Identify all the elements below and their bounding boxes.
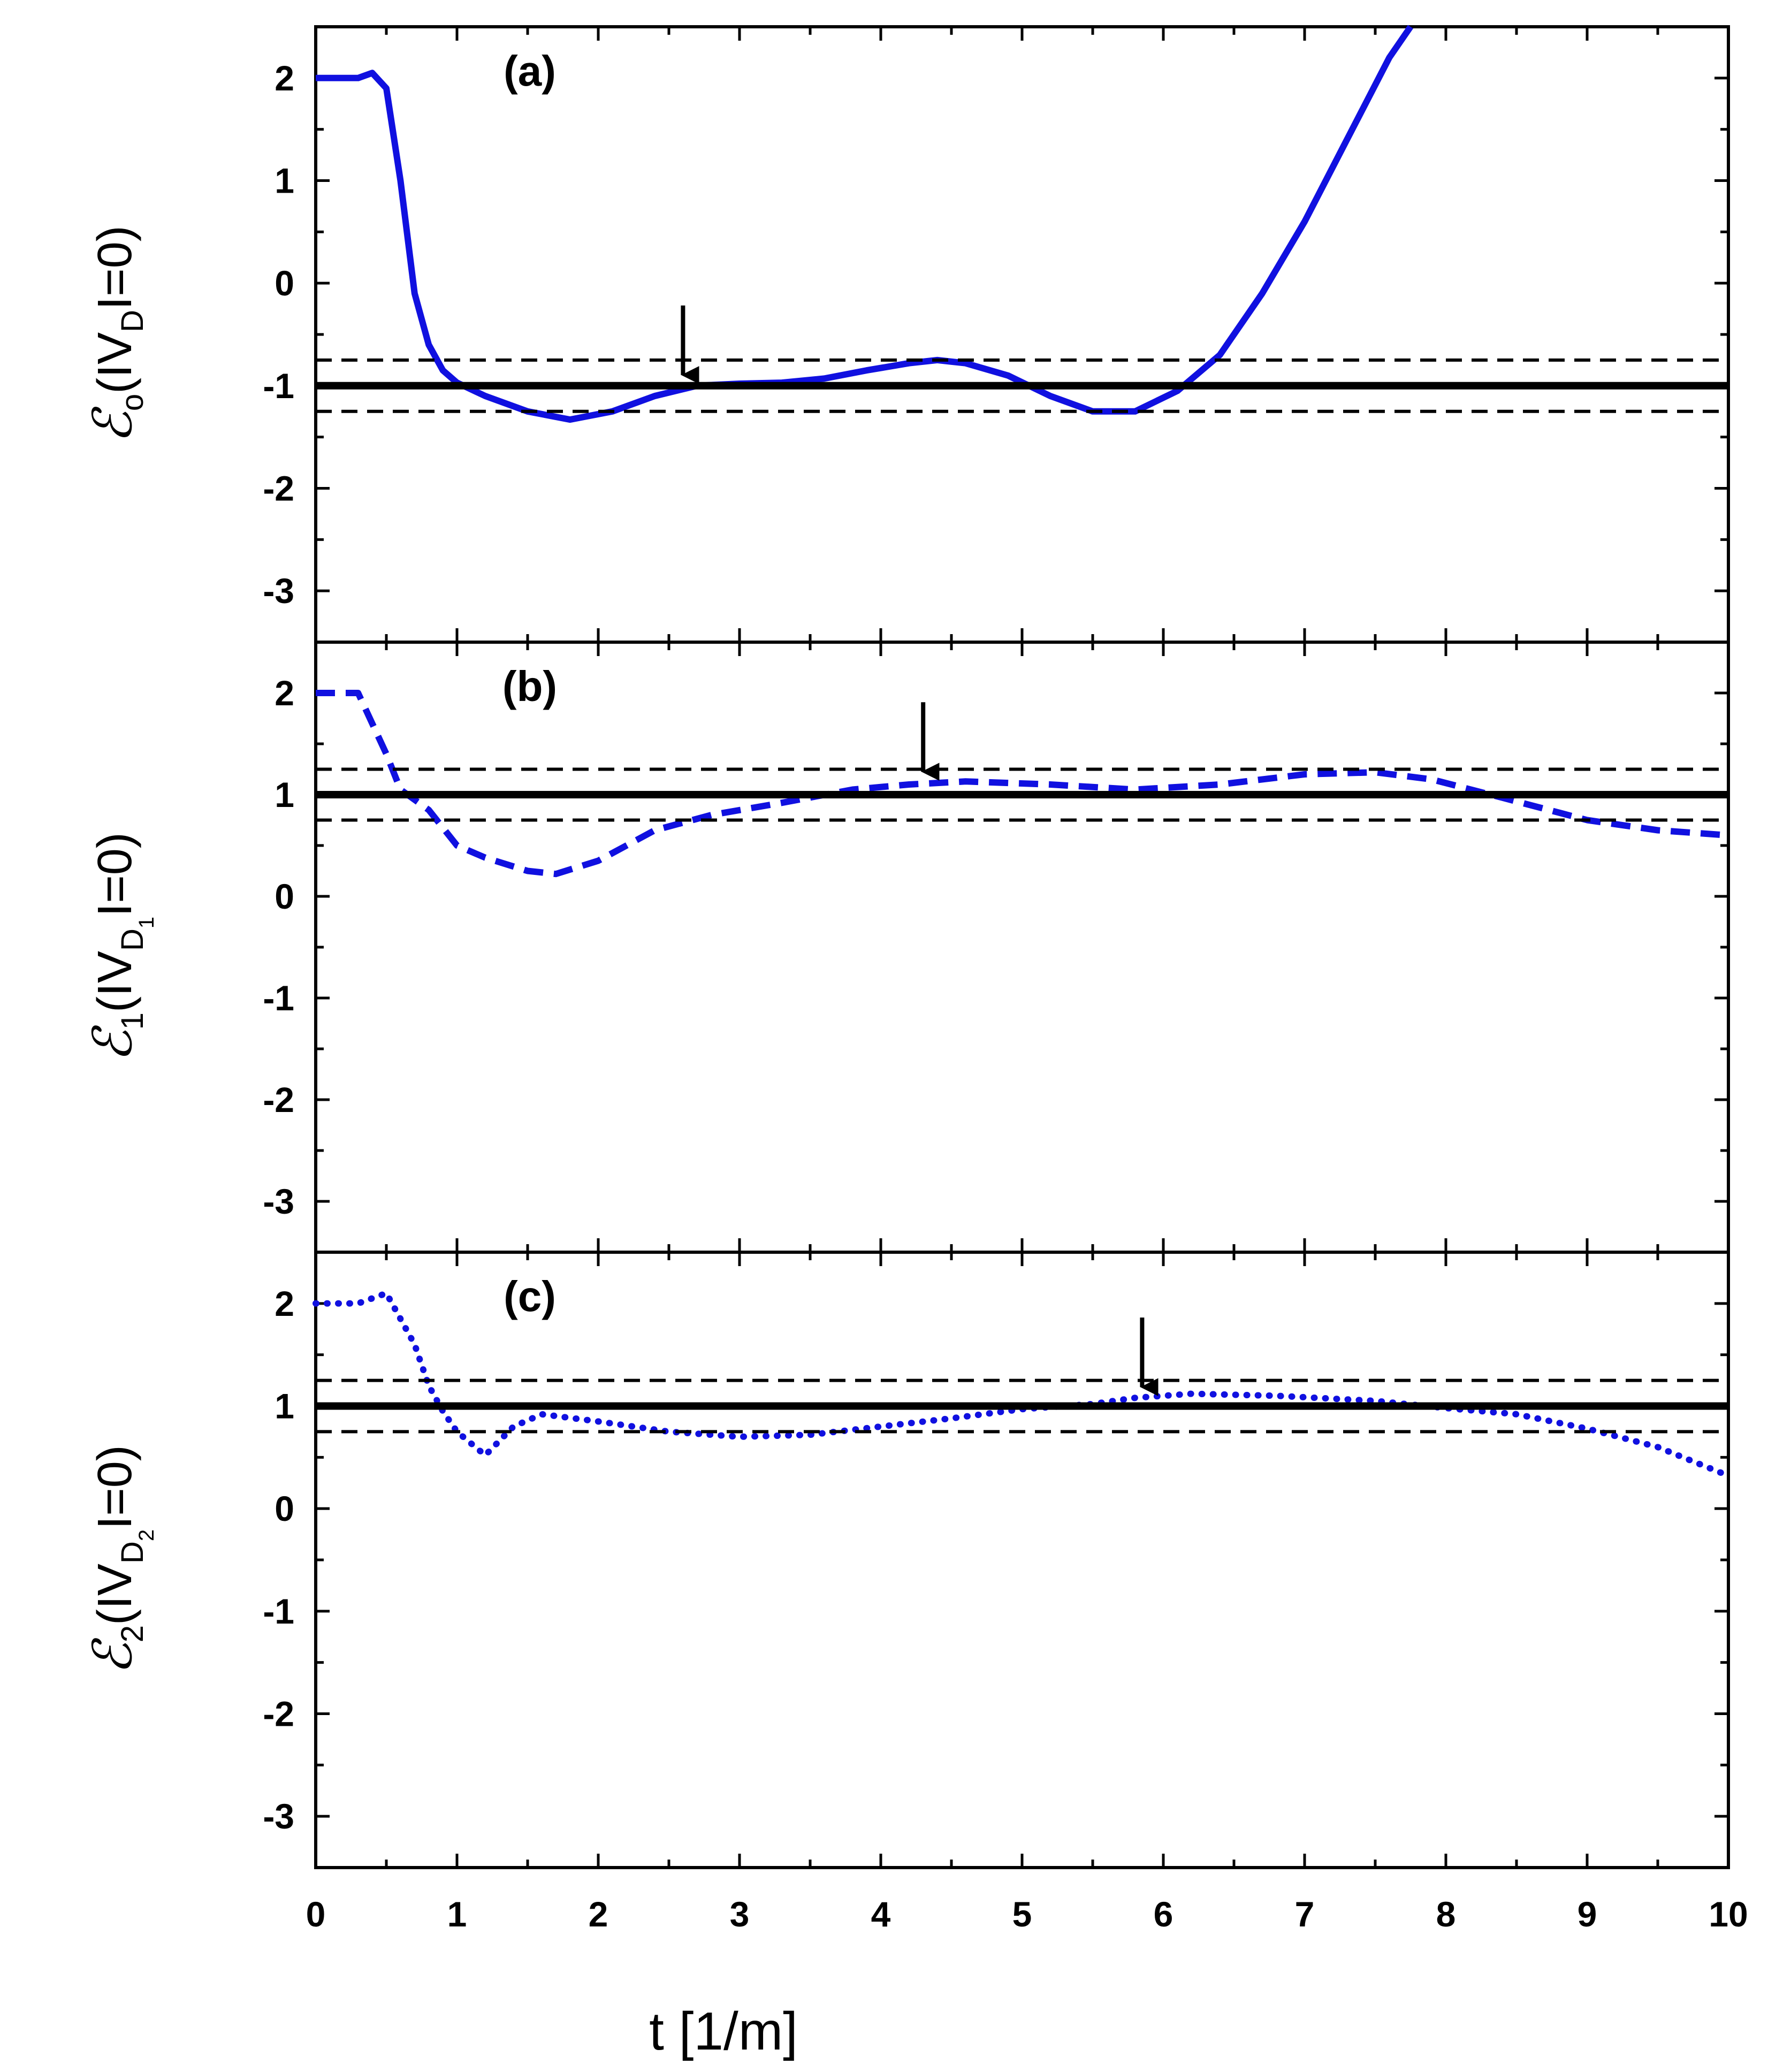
y-tick-label: 0 <box>275 1489 294 1528</box>
y-tick-label: -2 <box>263 469 294 508</box>
panel-2: 2 1 0 -1 -2 -3 (b) ℰ1(IVD1I=0) <box>81 641 1730 1254</box>
panel-label: (b) <box>502 662 557 710</box>
panel-label: (a) <box>504 47 556 95</box>
x-tick-label: 6 <box>1154 1894 1173 1934</box>
y-axis-label: ℰ2(IVD2I=0) <box>81 1445 158 1675</box>
y-tick-label: 1 <box>275 161 294 201</box>
x-tick-label: 9 <box>1578 1894 1597 1934</box>
plot-frame <box>314 641 1730 1254</box>
panel-label: (c) <box>504 1273 556 1320</box>
y-tick-label: -1 <box>263 1591 294 1631</box>
x-tick-label: 8 <box>1436 1894 1456 1934</box>
y-tick-label: -3 <box>263 1796 294 1836</box>
plot-frame <box>314 1251 1730 1869</box>
plot-frame <box>314 25 1730 644</box>
y-tick-label: -3 <box>263 1182 294 1221</box>
x-tick-label: 3 <box>730 1894 750 1934</box>
y-tick-label: 0 <box>275 877 294 916</box>
y-tick-label: -2 <box>263 1694 294 1734</box>
y-axis-label: ℰ1(IVD1I=0) <box>81 832 158 1062</box>
y-tick-label: 2 <box>275 1284 294 1323</box>
y-tick-label: -3 <box>263 571 294 611</box>
y-tick-label: 0 <box>275 263 294 303</box>
panel-3: 210-1-2-30 1 2 3 4 5 6 7 8 9 10(c)ℰ2(IVD2I=0) <box>81 1251 1748 1934</box>
panel-1: 2 1 0 -1 -2 -3 (a) ℰo(IVDI=0) <box>81 25 1730 644</box>
y-tick-label: -1 <box>263 978 294 1018</box>
y-tick-label: -2 <box>263 1080 294 1119</box>
x-tick-label: 2 <box>589 1894 608 1934</box>
y-tick-label: 1 <box>275 1387 294 1426</box>
x-axis-label: t [1/m] <box>649 2001 798 2061</box>
panels: 210-1-2-3(a)ℰo(IVDI=0)210-1-2-3(b)ℰ1(IVD… <box>81 25 1748 1934</box>
y-tick-label: 2 <box>275 58 294 98</box>
x-tick-label: 5 <box>1012 1894 1032 1934</box>
y-tick-label: 1 <box>275 775 294 814</box>
series-E1 <box>316 690 1729 878</box>
x-tick-label: 7 <box>1295 1894 1315 1934</box>
x-tick-label: 1 <box>447 1894 467 1934</box>
y-tick-label: 2 <box>275 673 294 713</box>
y-axis-label: ℰo(IVDI=0) <box>81 225 150 443</box>
x-tick-label: 10 <box>1709 1894 1748 1934</box>
y-tick-label: -1 <box>263 366 294 406</box>
x-tick-label: 4 <box>871 1894 891 1934</box>
series-E2 <box>313 1290 1732 1479</box>
x-tick-label: 0 <box>306 1894 326 1934</box>
